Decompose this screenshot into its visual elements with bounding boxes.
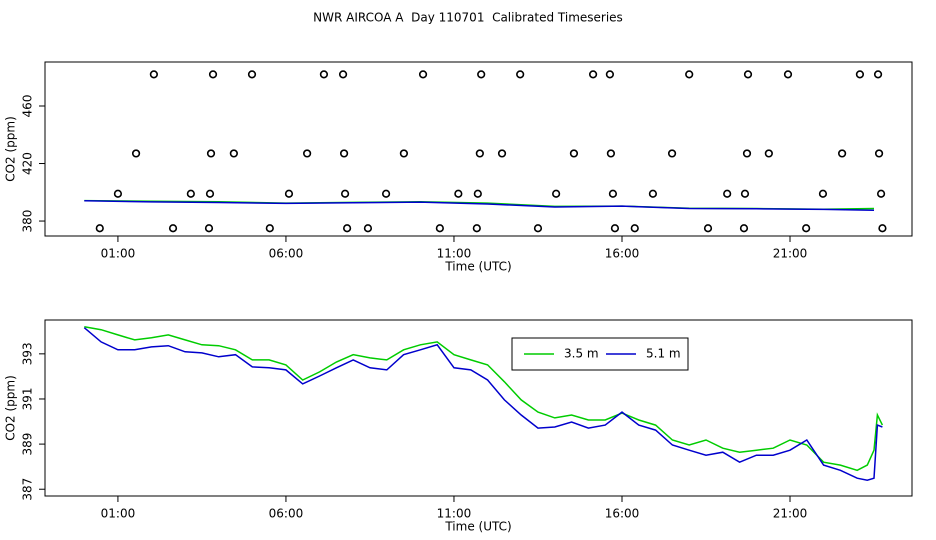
calibration-point <box>399 149 408 158</box>
calibration-point <box>206 149 216 158</box>
calibration-point <box>878 224 887 233</box>
x-axis-label: Time (UTC) <box>444 260 511 274</box>
calibration-point <box>569 149 579 158</box>
y-tick-label: 387 <box>21 478 35 501</box>
calibration-point <box>685 70 694 79</box>
calibration-point <box>303 149 312 158</box>
calibration-point <box>818 189 828 198</box>
y-tick-label: 391 <box>21 388 35 411</box>
x-tick-label: 21:00 <box>773 507 808 521</box>
y-tick-label: 389 <box>21 433 35 456</box>
y-tick-label: 393 <box>21 342 35 365</box>
x-tick-label: 21:00 <box>773 247 808 261</box>
calibration-point <box>588 70 598 79</box>
calibration-point <box>208 70 218 79</box>
calibration-point <box>606 149 616 158</box>
calibration-point <box>205 189 215 198</box>
calibration-point <box>743 70 753 79</box>
calibration-point <box>497 149 507 158</box>
calibration-point <box>874 149 884 158</box>
calibration-point <box>477 70 486 79</box>
line-series <box>83 327 883 481</box>
calibration-point <box>742 149 752 158</box>
calibration-point <box>229 149 238 158</box>
x-tick-label: 11:00 <box>437 507 472 521</box>
y-tick-label: 420 <box>21 152 35 175</box>
calibration-point <box>802 224 811 233</box>
x-tick-label: 16:00 <box>605 507 640 521</box>
calibration-point <box>723 189 732 198</box>
calibration-point <box>855 70 865 79</box>
calibration-point <box>113 189 123 198</box>
legend-label: 5.1 m <box>646 347 681 361</box>
calibration-point <box>533 224 543 233</box>
calibration-point <box>876 189 886 198</box>
calibration-point <box>472 224 481 233</box>
x-tick-label: 01:00 <box>101 247 136 261</box>
x-tick-label: 11:00 <box>437 247 472 261</box>
calibration-point <box>339 149 349 158</box>
calibration-point <box>516 70 525 79</box>
y-axis-label: CO2 (ppm) <box>4 116 18 182</box>
legend: 3.5 m 5.1 m <box>511 337 689 371</box>
calibration-point <box>608 189 618 198</box>
calibration-point <box>265 224 274 233</box>
calibration-point <box>454 189 463 198</box>
plot-frame <box>44 319 913 497</box>
calibration-point <box>473 189 482 198</box>
calibration-point <box>630 224 639 233</box>
calibration-point <box>552 189 561 198</box>
calibration-point <box>740 189 750 198</box>
legend-label: 3.5 m <box>564 347 599 361</box>
calibration-point <box>703 224 713 233</box>
calibration-point <box>95 224 104 233</box>
calibration-point <box>873 70 883 79</box>
x-tick-label: 16:00 <box>605 247 640 261</box>
x-axis-label: Time (UTC) <box>444 520 511 534</box>
x-tick-label: 01:00 <box>101 507 136 521</box>
calibration-point <box>667 149 677 158</box>
calibration-point <box>204 224 214 233</box>
y-axis-label: CO2 (ppm) <box>4 375 18 441</box>
x-tick-label: 06:00 <box>269 247 304 261</box>
calibration-point <box>648 189 658 198</box>
calibration-point <box>783 70 793 79</box>
calibration-point <box>340 189 350 198</box>
calibration-point <box>418 70 428 79</box>
calibration-point <box>284 189 294 198</box>
calibration-point <box>343 224 352 233</box>
line-series <box>84 199 875 212</box>
x-tick-label: 06:00 <box>269 507 304 521</box>
chart-title: NWR AIRCOA A Day 110701 Calibrated Times… <box>313 11 623 25</box>
calibration-point <box>363 224 373 233</box>
line-series <box>84 326 884 472</box>
calibration-point <box>186 189 195 198</box>
calibration-point <box>247 70 257 79</box>
y-tick-label: 460 <box>21 95 35 118</box>
legend-frame <box>511 337 689 371</box>
plot-frame <box>44 61 913 237</box>
calibration-point <box>605 70 614 79</box>
calibration-point <box>610 224 620 233</box>
calibration-point <box>838 149 847 158</box>
calibration-point <box>168 224 178 233</box>
calibration-point <box>338 70 348 79</box>
calibration-point <box>131 149 141 158</box>
calibration-point <box>764 149 773 158</box>
y-tick-label: 380 <box>21 210 35 233</box>
calibration-point <box>435 224 444 233</box>
calibration-point <box>149 70 158 79</box>
calibration-point <box>319 70 329 79</box>
calibration-point <box>475 149 484 158</box>
calibration-point <box>381 189 391 198</box>
calibration-point <box>739 224 749 233</box>
